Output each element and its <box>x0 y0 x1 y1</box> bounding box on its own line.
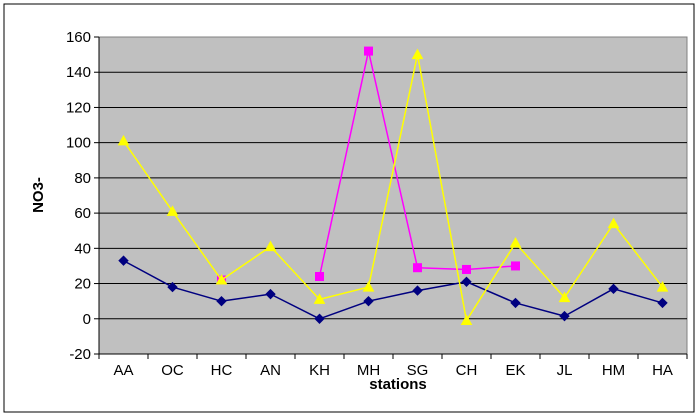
series-line-segment <box>417 266 467 271</box>
data-point-diamond <box>657 297 668 309</box>
series-2 <box>217 46 520 285</box>
data-point-triangle <box>656 281 669 292</box>
y-tick-label: 0 <box>83 311 91 328</box>
series-line-segment <box>515 302 565 317</box>
series-line-segment <box>465 242 517 321</box>
data-point-diamond <box>167 281 178 293</box>
data-point-diamond <box>559 310 570 322</box>
x-tick-label: HA <box>652 362 673 379</box>
x-tick-labels: AA OC HC AN KH MH SG CH EK JL HM HA <box>113 362 672 379</box>
x-tick-label: HM <box>602 362 625 379</box>
data-point-triangle <box>558 291 571 303</box>
plot-area <box>98 36 688 355</box>
x-tick-label: CH <box>456 362 478 379</box>
y-tick-label: -20 <box>69 346 91 363</box>
data-point-square <box>413 263 422 273</box>
axes <box>94 36 688 359</box>
data-point-triangle <box>313 293 326 304</box>
series-line-segment <box>466 281 516 304</box>
data-point-triangle <box>460 314 473 326</box>
data-point-diamond <box>461 276 472 288</box>
x-tick-label: AN <box>260 362 281 379</box>
data-point-square <box>315 272 324 282</box>
data-point-square <box>511 261 520 271</box>
x-tick-label: SG <box>407 362 429 379</box>
series-line-segment <box>563 223 615 299</box>
y-axis-title: NO3- <box>30 177 47 213</box>
data-point-diamond <box>412 285 423 296</box>
series-line-segment <box>367 50 419 268</box>
series-line-segment <box>172 286 222 302</box>
data-point-triangle <box>215 274 228 285</box>
y-tick-label: 40 <box>74 240 91 257</box>
data-point-triangle <box>607 217 620 229</box>
data-point-diamond <box>510 297 521 309</box>
data-point-triangle <box>509 237 522 248</box>
x-tick-label: MH <box>357 362 380 379</box>
y-tick-label: 80 <box>74 170 91 187</box>
gridlines <box>99 71 687 320</box>
x-tick-label: KH <box>309 362 330 379</box>
y-tick-label: 60 <box>74 205 91 222</box>
data-point-triangle <box>362 281 375 292</box>
series-line-segment <box>123 260 173 288</box>
series-layer <box>117 46 669 326</box>
y-tick-labels: -20 0 20 40 60 80 100 120 140 160 <box>66 29 91 363</box>
data-point-diamond <box>608 283 619 295</box>
series-line-segment <box>368 289 418 302</box>
x-tick-label: OC <box>161 362 184 379</box>
x-tick-label: EK <box>505 362 525 379</box>
series-line-segment <box>319 300 369 320</box>
series-line-segment <box>221 293 271 302</box>
x-tick-label: JL <box>557 362 573 379</box>
data-point-diamond <box>216 295 227 307</box>
data-point-diamond <box>118 255 129 266</box>
y-tick-label: 100 <box>66 135 91 152</box>
y-tick-label: 140 <box>66 64 91 81</box>
series-line-segment <box>613 288 663 304</box>
series-line-segment <box>122 140 174 212</box>
series-line-segment <box>466 265 516 271</box>
x-tick-label: HC <box>211 362 233 379</box>
series-line-segment <box>564 288 614 317</box>
x-axis-title: stations <box>369 376 427 393</box>
data-point-diamond <box>363 295 374 307</box>
data-point-square <box>364 46 373 56</box>
series-line-segment <box>416 54 468 321</box>
series-line-segment <box>221 245 271 281</box>
series-line-segment <box>514 242 566 299</box>
x-tick-label: AA <box>113 362 133 379</box>
data-point-triangle <box>166 205 179 216</box>
data-point-triangle <box>411 48 424 60</box>
series-line-segment <box>270 293 320 320</box>
series-line-segment <box>318 50 370 277</box>
data-point-diamond <box>265 288 276 300</box>
series-line-segment <box>367 54 419 288</box>
y-tick-label: 20 <box>74 276 91 293</box>
series-1 <box>118 255 668 324</box>
series-line-segment <box>171 210 223 281</box>
series-line-segment <box>417 281 467 292</box>
series-3 <box>117 48 669 326</box>
data-point-diamond <box>314 313 325 324</box>
series-line-segment <box>612 223 664 288</box>
y-tick-label: 160 <box>66 29 91 46</box>
y-tick-label: 120 <box>66 99 91 116</box>
series-line-segment <box>319 286 369 301</box>
series-line-segment <box>269 246 321 300</box>
data-point-square <box>462 264 471 274</box>
data-point-triangle <box>117 134 130 146</box>
data-point-triangle <box>264 240 277 252</box>
